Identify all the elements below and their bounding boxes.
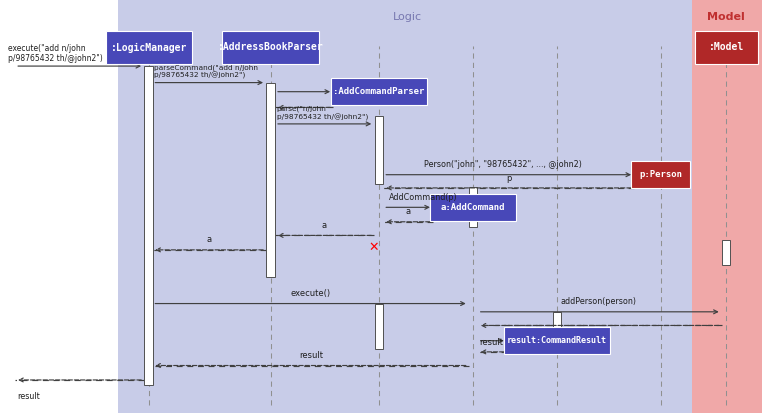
Bar <box>692 0 762 413</box>
Text: AddCommand(p): AddCommand(p) <box>389 193 457 202</box>
Text: :LogicManager: :LogicManager <box>110 43 187 52</box>
Text: parse("n/john
p/98765432 th/@john2"): parse("n/john p/98765432 th/@john2") <box>277 106 368 121</box>
Bar <box>553 312 561 349</box>
Bar <box>0 0 118 413</box>
Text: p:Person: p:Person <box>639 170 682 179</box>
Text: :AddressBookParser: :AddressBookParser <box>218 43 323 52</box>
Bar <box>469 187 477 227</box>
Text: result: result <box>479 337 504 347</box>
FancyBboxPatch shape <box>631 161 690 188</box>
Text: execute("add n/john
p/98765432 th/@john2"): execute("add n/john p/98765432 th/@john2… <box>8 44 102 63</box>
Text: addPerson(person): addPerson(person) <box>560 297 636 306</box>
Bar <box>374 116 383 184</box>
Text: :Model: :Model <box>709 43 744 52</box>
Text: Person("john", "98765432", ..., @john2): Person("john", "98765432", ..., @john2) <box>424 160 582 169</box>
FancyBboxPatch shape <box>331 78 427 105</box>
Text: a:AddCommand: a:AddCommand <box>441 203 505 212</box>
FancyBboxPatch shape <box>222 31 319 64</box>
FancyBboxPatch shape <box>430 194 517 221</box>
Text: parseCommand("add n/john
p/98765432 th/@john2"): parseCommand("add n/john p/98765432 th/@… <box>154 64 258 79</box>
Text: result: result <box>299 351 323 360</box>
Bar <box>118 0 692 413</box>
Text: Model: Model <box>706 12 744 21</box>
Text: result: result <box>17 392 40 401</box>
Text: result:CommandResult: result:CommandResult <box>507 336 607 345</box>
Bar <box>266 83 274 277</box>
Bar <box>145 66 152 385</box>
Bar <box>722 240 730 265</box>
FancyBboxPatch shape <box>695 31 757 64</box>
FancyBboxPatch shape <box>504 327 610 354</box>
Text: execute(): execute() <box>291 289 331 298</box>
Bar <box>374 304 383 349</box>
Text: a: a <box>207 235 211 244</box>
Text: a: a <box>405 207 410 216</box>
Text: :AddCommandParser: :AddCommandParser <box>333 87 424 96</box>
Text: a: a <box>322 221 326 230</box>
Text: p: p <box>506 173 512 183</box>
Text: ✕: ✕ <box>369 241 379 254</box>
FancyBboxPatch shape <box>105 31 192 64</box>
Text: Logic: Logic <box>393 12 422 21</box>
